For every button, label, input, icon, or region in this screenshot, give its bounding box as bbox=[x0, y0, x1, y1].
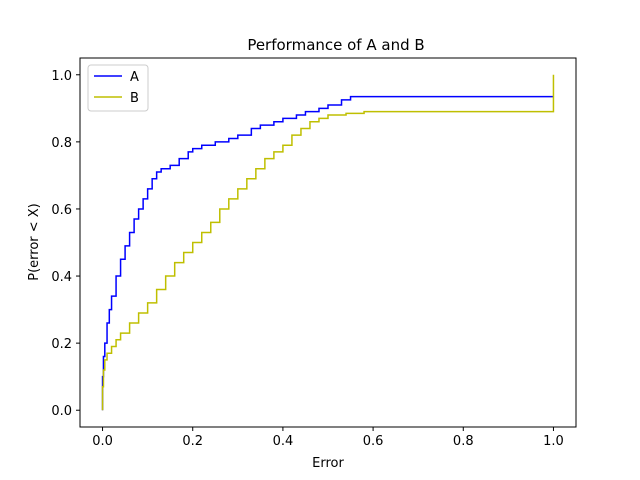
plot-lines bbox=[101, 74, 555, 411]
series-line-b bbox=[101, 74, 555, 411]
x-tick-label: 0.4 bbox=[273, 434, 294, 449]
x-axis-label: Error bbox=[312, 456, 344, 471]
series-line-a bbox=[101, 95, 554, 411]
legend-box bbox=[87, 64, 149, 112]
x-tick-label: 0.2 bbox=[182, 434, 203, 449]
y-axis-ticks: 0.0 0.2 0.4 0.6 0.8 1.0 bbox=[51, 69, 80, 419]
x-tick-label: 1.0 bbox=[543, 434, 564, 449]
plot-frame bbox=[79, 57, 577, 428]
y-tick-label: 0.0 bbox=[51, 404, 72, 419]
x-tick-label: 0.8 bbox=[453, 434, 474, 449]
x-tick-label: 0.0 bbox=[92, 434, 113, 449]
x-axis-ticks: 0.0 0.2 0.4 0.6 0.8 1.0 bbox=[92, 427, 564, 449]
y-tick-label: 0.8 bbox=[51, 136, 72, 151]
chart-title: Performance of A and B bbox=[247, 36, 424, 54]
x-tick-label: 0.6 bbox=[363, 434, 384, 449]
legend-label-b: B bbox=[130, 91, 139, 106]
y-tick-label: 0.6 bbox=[51, 203, 72, 218]
y-tick-label: 0.2 bbox=[51, 337, 72, 352]
legend-label-a: A bbox=[130, 70, 139, 85]
y-axis-label: P(error < X) bbox=[27, 203, 42, 281]
legend: A B bbox=[87, 64, 149, 112]
y-tick-label: 1.0 bbox=[51, 69, 72, 84]
y-tick-label: 0.4 bbox=[51, 270, 72, 285]
